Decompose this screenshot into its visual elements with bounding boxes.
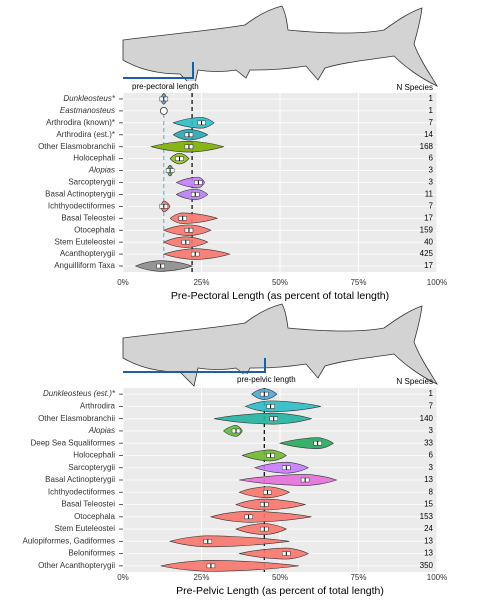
violin (244, 400, 321, 413)
n-species: 1 (429, 106, 434, 115)
category-label: Holocephali (73, 451, 115, 460)
x-tick-label: 100% (427, 278, 447, 287)
n-species: 3 (429, 463, 434, 472)
n-species: 168 (420, 142, 434, 151)
n-species: 8 (429, 487, 434, 496)
category-label: Alopias (88, 166, 115, 175)
violin (169, 212, 219, 224)
annotation: pre-pelvic length (237, 375, 296, 384)
violin (172, 117, 215, 129)
violin (239, 547, 309, 560)
category-label: Sarcopterygii (68, 178, 115, 187)
violin (175, 176, 205, 189)
n-species: 425 (420, 249, 434, 258)
category-label: Acanthopterygii (60, 249, 115, 258)
category-label: Aulopiformes, Gadiformes (23, 536, 115, 545)
category-label: Anguilliform Taxa (54, 261, 115, 270)
category-label: Other Acanthopterygii (38, 561, 115, 570)
shark-silhouette (122, 303, 438, 387)
n-species: 350 (420, 561, 434, 570)
category-label: Beloniformes (68, 549, 115, 558)
x-tick-label: 50% (272, 278, 288, 287)
n-header: N Species (397, 377, 433, 386)
violin (278, 437, 334, 450)
category-label: Basal Actinopterygii (45, 475, 115, 484)
measure-bracket (123, 62, 194, 79)
category-label: Basal Teleostei (61, 213, 115, 222)
n-species: 6 (429, 451, 434, 460)
annotation: pre-pectoral length (132, 82, 199, 91)
n-species: 33 (424, 438, 433, 447)
violin (209, 510, 312, 523)
violin (169, 535, 290, 548)
category-label: Arthrodira (known)* (46, 118, 115, 127)
n-species: 17 (424, 261, 433, 270)
category-label: Otocephala (74, 225, 115, 234)
violin-point (159, 107, 168, 115)
n-species: 3 (429, 178, 434, 187)
n-header: N Species (397, 83, 433, 92)
n-species: 13 (424, 536, 433, 545)
category-label: Arthrodira (80, 402, 116, 411)
category-label: Eastmanosteus (60, 106, 115, 115)
x-tick-label: 25% (193, 278, 209, 287)
n-species: 40 (424, 237, 433, 246)
category-label: Ichthyodectiformes (48, 201, 115, 210)
n-species: 7 (429, 118, 434, 127)
n-species: 3 (429, 166, 434, 175)
category-label: Basal Actinopterygii (45, 190, 115, 199)
n-species: 24 (424, 524, 433, 533)
n-species: 153 (420, 512, 434, 521)
category-label: Deep Sea Squaliformes (31, 438, 116, 447)
category-label: Dunkleosteus* (63, 94, 115, 103)
violin (235, 498, 307, 511)
n-species: 11 (425, 190, 434, 199)
n-species: 1 (429, 94, 434, 103)
n-species: 14 (424, 130, 433, 139)
x-tick-label: 75% (350, 573, 366, 582)
violin (241, 449, 287, 462)
n-species: 17 (424, 213, 433, 222)
annotation-box (130, 81, 201, 93)
category-label: Basal Teleostei (61, 500, 115, 509)
n-species: 159 (420, 225, 434, 234)
violin (214, 412, 313, 425)
category-label: Arthrodira (est.)* (56, 130, 115, 139)
n-species: 7 (429, 201, 434, 210)
category-label: Otocephala (74, 512, 115, 521)
annotation-box (235, 374, 298, 386)
category-label: Dunkleosteus (est.)* (43, 389, 116, 398)
x-tick-label: 0% (117, 573, 129, 582)
category-label: Other Elasmobranchii (38, 414, 115, 423)
n-species: 13 (424, 475, 433, 484)
n-species: 7 (429, 402, 434, 411)
x-axis-title: Pre-Pectoral Length (as percent of total… (171, 290, 389, 302)
violin (160, 560, 299, 572)
category-label: Holocephali (73, 154, 115, 163)
violin (239, 474, 338, 486)
category-label: Alopias (88, 426, 115, 435)
n-species: 6 (429, 154, 434, 163)
x-tick-label: 100% (427, 573, 447, 582)
shark-silhouette (122, 5, 438, 89)
x-tick-label: 25% (193, 573, 209, 582)
category-label: Sarcopterygii (68, 463, 115, 472)
category-label: Ichthyodectiformes (48, 487, 115, 496)
x-tick-label: 0% (117, 278, 129, 287)
x-tick-label: 75% (350, 278, 366, 287)
violin (253, 461, 309, 474)
n-species: 15 (424, 500, 433, 509)
n-species: 1 (429, 389, 434, 398)
x-axis-title: Pre-Pelvic Length (as percent of total l… (176, 585, 384, 597)
n-species: 13 (424, 549, 433, 558)
measure-bracket (123, 358, 266, 373)
category-label: Stem Euteleostei (55, 524, 116, 533)
x-tick-label: 50% (272, 573, 288, 582)
category-label: Other Elasmobranchii (38, 142, 115, 151)
n-species: 3 (429, 426, 434, 435)
category-label: Stem Euteleostei (55, 237, 116, 246)
n-species: 140 (420, 414, 434, 423)
